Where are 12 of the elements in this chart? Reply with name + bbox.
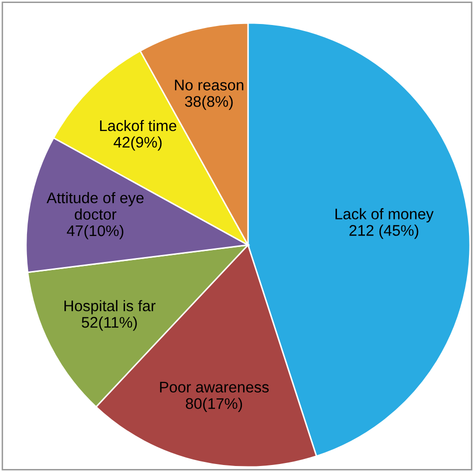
data-label: 52(11%)	[82, 316, 137, 331]
data-label: 38(8%)	[184, 96, 233, 110]
data-label: 80(17%)	[186, 398, 242, 412]
data-label: 47(10%)	[66, 224, 124, 240]
slice-label: No reason	[175, 80, 244, 90]
data-label: 42(9%)	[114, 136, 162, 151]
slice-label: Poor awareness	[160, 382, 269, 393]
slice-label: Lackof time	[100, 120, 176, 132]
slice-label: Attitude of eye doctor	[46, 192, 144, 220]
slice-label: Lack of money	[336, 208, 434, 222]
data-label: 212 (45%)	[349, 224, 418, 239]
slice-label: Hospital is far	[64, 300, 156, 314]
